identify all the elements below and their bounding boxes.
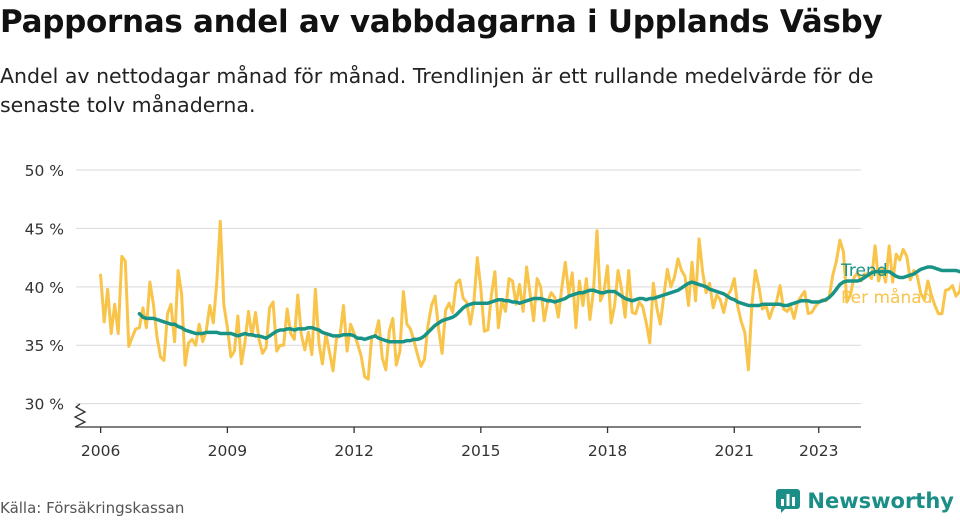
series-line-trend [137, 265, 960, 344]
x-tick-label: 2009 [208, 442, 247, 460]
chart-subtitle: Andel av nettodagar månad för månad. Tre… [0, 64, 874, 117]
chart-title: Pappornas andel av vabbdagarna i Uppland… [0, 4, 883, 40]
x-tick-label: 2018 [588, 442, 627, 460]
brand-logo[interactable]: Newsworthy [775, 488, 954, 514]
x-tick-label: 2006 [81, 442, 120, 460]
gridlines [76, 169, 861, 405]
brand-name: Newsworthy [807, 489, 954, 513]
series-lines [99, 219, 960, 381]
y-tick-label: 30 % [25, 396, 64, 414]
axis-break-icon [73, 403, 87, 428]
y-tick-label: 50 % [25, 162, 64, 180]
series-line-per-manad [99, 219, 960, 381]
x-tick-label: 2015 [461, 442, 500, 460]
newsworthy-logo-icon [776, 489, 801, 513]
x-tick-label: 2023 [799, 442, 838, 460]
y-tick-label: 35 % [25, 337, 64, 355]
y-axis-ticks: 30 % 35 % 40 % 45 % 50 % [25, 162, 87, 428]
legend-label-per-manad: Per månad [841, 287, 932, 308]
x-axis: 2006 2009 2012 2015 2018 2021 2023 [76, 426, 861, 460]
source-note: Källa: Försäkringskassan [0, 499, 185, 517]
y-tick-label: 45 % [25, 220, 64, 238]
legend-label-trend: Trend [840, 261, 888, 281]
direct-labels: Trend Per månad [840, 261, 932, 308]
x-tick-label: 2012 [334, 442, 373, 460]
y-tick-label: 40 % [25, 279, 64, 297]
x-tick-label: 2021 [715, 442, 754, 460]
